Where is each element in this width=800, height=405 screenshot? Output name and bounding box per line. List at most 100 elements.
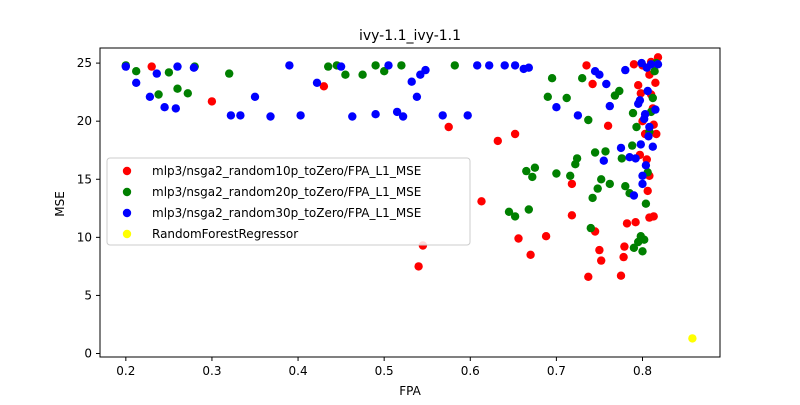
data-point <box>207 97 217 106</box>
chart-title: ivy-1.1_ivy-1.1 <box>359 28 461 44</box>
data-point <box>629 191 639 200</box>
data-point <box>226 111 236 120</box>
data-point <box>510 61 520 70</box>
data-point <box>635 96 645 105</box>
series-3 <box>121 58 663 200</box>
data-point <box>397 61 406 70</box>
data-point <box>444 122 453 132</box>
data-point <box>588 193 597 203</box>
data-point <box>541 232 551 241</box>
data-point <box>358 70 367 79</box>
data-point <box>638 247 647 256</box>
data-point <box>636 140 645 149</box>
data-point <box>628 141 637 150</box>
data-point <box>653 60 663 69</box>
data-point <box>463 111 472 120</box>
y-tick-label: 25 <box>77 56 92 70</box>
data-point <box>645 122 654 132</box>
data-point <box>567 179 577 189</box>
data-point <box>493 136 502 146</box>
data-point <box>514 234 523 243</box>
data-point <box>152 69 161 78</box>
data-point <box>629 60 639 69</box>
y-tick-label: 0 <box>84 347 92 361</box>
data-point <box>398 112 408 121</box>
legend-marker <box>122 229 132 239</box>
data-point <box>622 219 632 228</box>
legend-marker <box>122 187 132 197</box>
legend-item: mlp3/nsga2_random10p_toZero/FPA_L1_MSE <box>122 164 421 178</box>
data-point <box>617 154 626 163</box>
data-point <box>510 212 520 221</box>
data-point <box>524 205 533 214</box>
x-tick-label: 0.2 <box>116 364 135 378</box>
data-point <box>236 111 245 120</box>
data-point <box>380 67 389 76</box>
data-point <box>132 78 141 88</box>
data-point <box>641 199 651 208</box>
data-point <box>628 108 638 118</box>
data-point <box>171 104 180 113</box>
data-point <box>648 142 657 151</box>
data-point <box>392 107 402 117</box>
data-point <box>348 112 357 121</box>
data-point <box>640 110 650 119</box>
data-point <box>526 250 535 259</box>
data-point <box>450 61 459 70</box>
data-point <box>584 115 593 125</box>
x-tick-label: 0.7 <box>547 364 566 378</box>
data-point <box>640 235 649 244</box>
y-tick-label: 5 <box>84 288 92 302</box>
data-point <box>145 92 155 102</box>
legend-item: RandomForestRegressor <box>122 227 298 241</box>
y-tick-label: 10 <box>77 230 92 244</box>
data-point <box>147 62 156 71</box>
data-point <box>595 70 604 79</box>
data-point <box>160 103 169 112</box>
data-point <box>631 218 640 227</box>
data-point <box>599 156 608 165</box>
data-point <box>341 70 350 79</box>
data-point <box>597 175 606 184</box>
data-point <box>578 74 587 83</box>
data-point <box>602 79 611 89</box>
data-point <box>543 92 552 102</box>
data-point <box>510 129 520 139</box>
data-point <box>500 61 509 70</box>
data-point <box>590 148 600 157</box>
data-point <box>688 334 697 343</box>
data-point <box>566 171 575 180</box>
data-point <box>412 92 422 102</box>
data-point <box>651 78 660 88</box>
data-point <box>648 93 657 103</box>
legend: mlp3/nsga2_random10p_toZero/FPA_L1_MSEml… <box>106 157 471 246</box>
data-point <box>371 61 380 70</box>
data-point <box>504 207 514 216</box>
x-tick-label: 0.6 <box>461 364 480 378</box>
data-point <box>597 256 606 265</box>
y-tick-label: 15 <box>77 172 92 186</box>
data-point <box>621 182 630 191</box>
axes-frame <box>99 47 721 358</box>
legend-marker <box>122 208 132 218</box>
data-point <box>407 77 416 86</box>
data-point <box>638 179 647 189</box>
data-point <box>552 169 561 178</box>
series-4 <box>688 334 697 343</box>
data-point <box>522 166 531 176</box>
data-point <box>552 103 561 112</box>
legend-label: mlp3/nsga2_random20p_toZero/FPA_L1_MSE <box>152 185 421 199</box>
data-point <box>164 68 174 77</box>
data-point <box>285 61 294 70</box>
x-tick-label: 0.5 <box>375 364 394 378</box>
data-point <box>336 62 346 71</box>
x-tick-label: 0.3 <box>202 364 221 378</box>
x-axis-label: FPA <box>399 384 421 398</box>
data-point <box>438 111 447 120</box>
data-point <box>651 105 660 114</box>
legend-marker <box>122 166 132 176</box>
data-point <box>528 172 537 182</box>
legend-item: mlp3/nsga2_random20p_toZero/FPA_L1_MSE <box>122 185 421 199</box>
data-point <box>643 86 652 96</box>
